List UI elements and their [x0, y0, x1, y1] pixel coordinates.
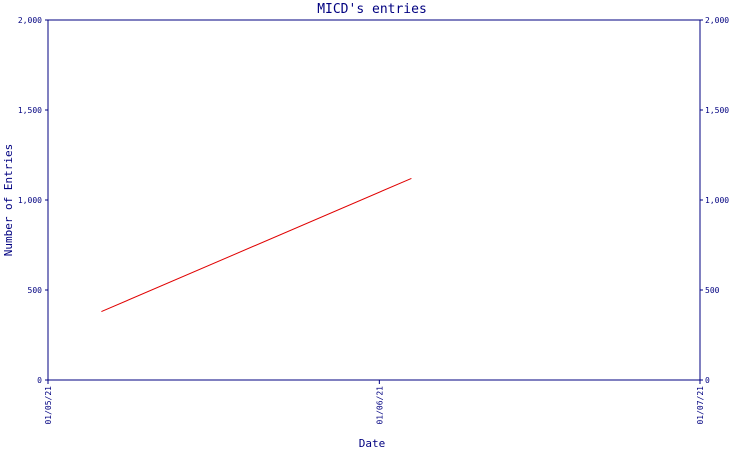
y-axis-label: Number of Entries: [2, 144, 15, 257]
x-tick-label: 01/07/21: [696, 386, 705, 425]
y-axis-right: 0 500 1,000 1,500 2,000: [700, 16, 729, 385]
y-axis-left: 0 500 1,000 1,500 2,000: [18, 16, 48, 385]
chart-title: MICD's entries: [317, 2, 427, 17]
x-axis-label: Date: [359, 437, 386, 450]
y-tick-label-right: 2,000: [705, 16, 729, 25]
series-line: [101, 177, 412, 313]
plot-frame: [47, 19, 701, 381]
series-group: [101, 177, 412, 313]
y-tick-label-left: 500: [28, 286, 43, 295]
y-tick-label-left: 0: [37, 376, 42, 385]
y-tick-label-right: 500: [705, 286, 720, 295]
y-tick-label-left: 2,000: [18, 16, 42, 25]
y-tick-label-right: 1,500: [705, 106, 729, 115]
y-tick-label-right: 1,000: [705, 196, 729, 205]
y-tick-label-left: 1,500: [18, 106, 42, 115]
x-tick-label: 01/06/21: [375, 386, 384, 425]
y-tick-label-right: 0: [705, 376, 710, 385]
x-axis: 01/05/21 01/06/21 01/07/21: [44, 380, 705, 425]
y-tick-label-left: 1,000: [18, 196, 42, 205]
x-tick-label: 01/05/21: [44, 386, 53, 425]
